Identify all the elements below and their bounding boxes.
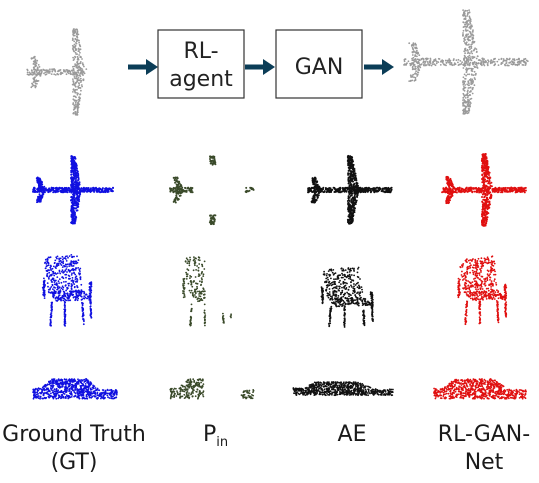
label-rlgan-line2: Net <box>465 450 504 475</box>
input-partial-airplane-pointcloud <box>26 28 88 116</box>
gan-label: GAN <box>295 55 344 80</box>
pin-car-pointcloud <box>169 378 255 400</box>
arrowhead-1 <box>146 59 158 75</box>
rl-agent-box <box>157 29 245 99</box>
pin-airplane-pointcloud <box>169 155 255 226</box>
label-ae: AE <box>338 422 367 447</box>
rlgan-airplane-pointcloud <box>441 153 527 227</box>
ae-car-pointcloud <box>292 381 394 397</box>
label-ground-truth-line2: (GT) <box>51 450 98 475</box>
label-ground-truth-line1: Ground Truth <box>2 422 146 447</box>
arrowhead-2 <box>263 59 275 75</box>
pin-chair-pointcloud <box>182 256 233 327</box>
label-rlgan-line1: RL-GAN- <box>438 422 530 447</box>
label-pin-main: P <box>203 422 216 447</box>
rlgan-chair-pointcloud <box>457 255 508 326</box>
rlgan-car-pointcloud <box>433 378 527 400</box>
output-completed-airplane-pointcloud <box>403 9 529 115</box>
label-pin: Pin <box>203 422 228 450</box>
gan-box <box>275 29 363 99</box>
arrowhead-3 <box>382 59 394 75</box>
ae-chair-pointcloud <box>320 266 374 328</box>
gt-airplane-pointcloud <box>32 155 114 225</box>
ae-airplane-pointcloud <box>307 154 393 225</box>
gt-chair-pointcloud <box>41 254 93 327</box>
label-pin-subscript: in <box>216 435 228 450</box>
rl-agent-label-line2: agent <box>169 67 233 92</box>
gt-car-pointcloud <box>32 378 118 400</box>
rl-agent-label-line1: RL- <box>183 39 218 64</box>
